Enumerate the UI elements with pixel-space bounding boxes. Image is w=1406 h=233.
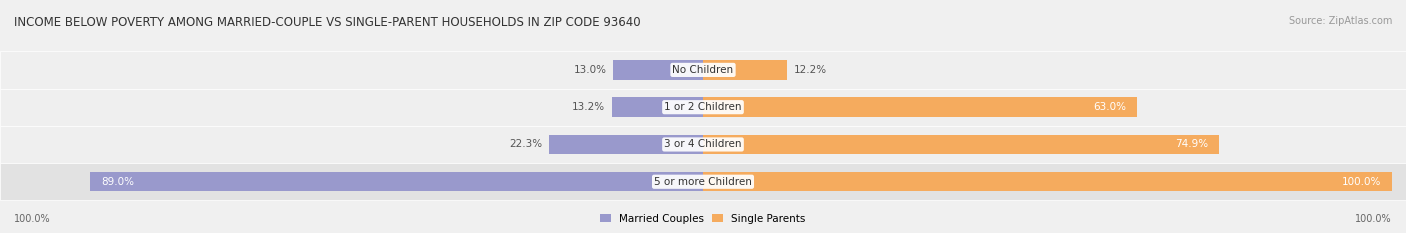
Legend: Married Couples, Single Parents: Married Couples, Single Parents xyxy=(600,214,806,224)
Text: 89.0%: 89.0% xyxy=(101,177,134,187)
Text: 100.0%: 100.0% xyxy=(1341,177,1381,187)
Text: 13.0%: 13.0% xyxy=(574,65,606,75)
Text: 13.2%: 13.2% xyxy=(572,102,605,112)
Text: No Children: No Children xyxy=(672,65,734,75)
Text: 100.0%: 100.0% xyxy=(14,214,51,224)
Text: Source: ZipAtlas.com: Source: ZipAtlas.com xyxy=(1288,16,1392,26)
Text: 1 or 2 Children: 1 or 2 Children xyxy=(664,102,742,112)
Text: 12.2%: 12.2% xyxy=(794,65,827,75)
Text: 22.3%: 22.3% xyxy=(509,140,543,149)
Text: 100.0%: 100.0% xyxy=(1355,214,1392,224)
Text: 3 or 4 Children: 3 or 4 Children xyxy=(664,140,742,149)
Text: 74.9%: 74.9% xyxy=(1174,140,1208,149)
Text: 63.0%: 63.0% xyxy=(1092,102,1126,112)
Text: INCOME BELOW POVERTY AMONG MARRIED-COUPLE VS SINGLE-PARENT HOUSEHOLDS IN ZIP COD: INCOME BELOW POVERTY AMONG MARRIED-COUPL… xyxy=(14,16,641,29)
Text: 5 or more Children: 5 or more Children xyxy=(654,177,752,187)
